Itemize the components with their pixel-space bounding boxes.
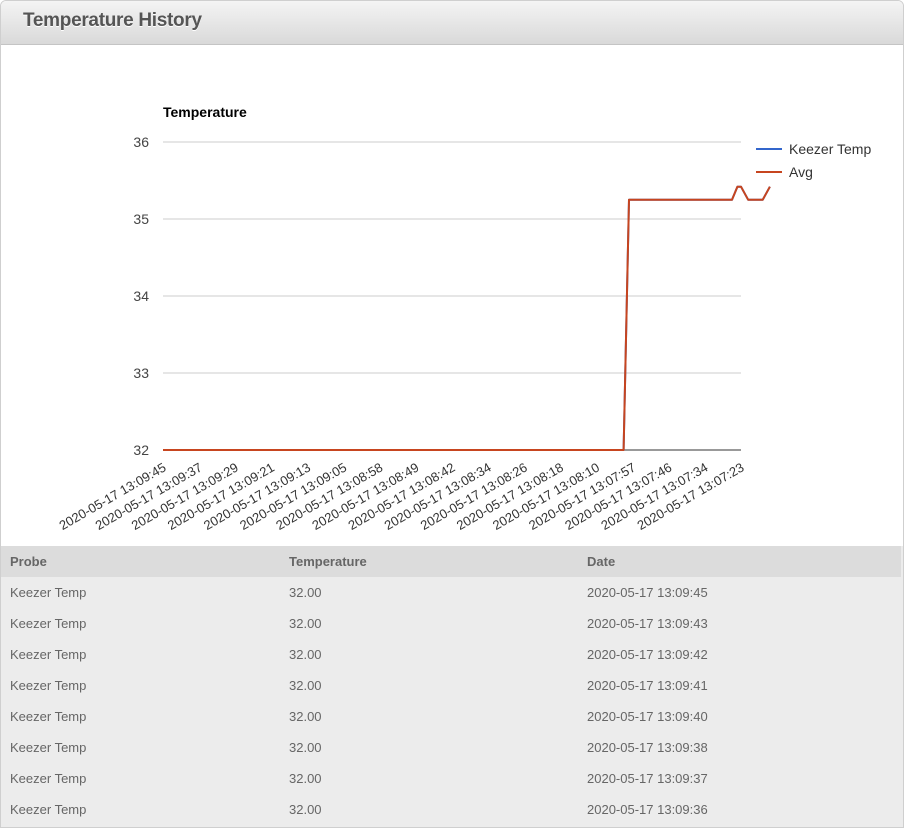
- panel-header: Temperature History: [1, 1, 903, 45]
- date-cell: 2020-05-17 13:09:40: [587, 709, 708, 724]
- probe-cell: Keezer Temp: [10, 678, 87, 693]
- table-row: Keezer Temp 32.00 2020-05-17 13:09:38: [1, 732, 901, 763]
- table-row: Keezer Temp 32.00 2020-05-17 13:09:43: [1, 608, 901, 639]
- legend-entry: Avg: [789, 164, 813, 180]
- date-cell: 2020-05-17 13:09:45: [587, 585, 708, 600]
- probe-cell: Keezer Temp: [10, 802, 87, 817]
- table-row: Keezer Temp 32.00 2020-05-17 13:09:37: [1, 763, 901, 794]
- chart-title: Temperature: [163, 104, 247, 120]
- y-tick-label: 33: [133, 365, 149, 381]
- temperature-cell: 32.00: [289, 771, 322, 786]
- temperature-cell: 32.00: [289, 802, 322, 817]
- temperature-chart: Temperature 32 33 34 35 36 2020-05-17 13:09:45…: [1, 46, 903, 546]
- table-row: Keezer Temp 32.00 2020-05-17 13:09:36: [1, 794, 901, 825]
- history-table-container: Probe Temperature Date Keezer Temp 32.00 2…: [1, 546, 903, 827]
- probe-cell: Keezer Temp: [10, 647, 87, 662]
- temperature-cell: 32.00: [289, 585, 322, 600]
- temperature-cell: 32.00: [289, 740, 322, 755]
- date-cell: 2020-05-17 13:09:38: [587, 740, 708, 755]
- table-header-row: Probe Temperature Date: [1, 546, 901, 577]
- y-tick-label: 32: [133, 442, 149, 458]
- date-cell: 2020-05-17 13:09:41: [587, 678, 708, 693]
- table-row: Keezer Temp 32.00 2020-05-17 13:09:41: [1, 670, 901, 701]
- temperature-cell: 32.00: [289, 616, 322, 631]
- table-row: Keezer Temp 32.00 2020-05-17 13:09:40: [1, 701, 901, 732]
- temperature-cell: 32.00: [289, 678, 322, 693]
- panel-title: Temperature History: [23, 10, 202, 31]
- table-row: Keezer Temp 32.00 2020-05-17 13:09:42: [1, 639, 901, 670]
- series-line-avg: [163, 185, 771, 451]
- date-cell: 2020-05-17 13:09:43: [587, 616, 708, 631]
- probe-cell: Keezer Temp: [10, 709, 87, 724]
- probe-cell: Keezer Temp: [10, 771, 87, 786]
- table-row: Keezer Temp 32.00 2020-05-17 13:09:45: [1, 577, 901, 608]
- y-tick-label: 36: [133, 134, 149, 150]
- probe-cell: Keezer Temp: [10, 616, 87, 631]
- series-line-keezer-temp: [163, 185, 771, 451]
- y-tick-label: 34: [133, 288, 149, 304]
- y-tick-label: 35: [133, 211, 149, 227]
- history-table: Probe Temperature Date Keezer Temp 32.00 2…: [1, 546, 901, 825]
- date-cell: 2020-05-17 13:09:37: [587, 771, 708, 786]
- date-cell: 2020-05-17 13:09:36: [587, 802, 708, 817]
- column-header-temperature[interactable]: Temperature: [289, 554, 367, 569]
- temperature-cell: 32.00: [289, 709, 322, 724]
- column-header-date[interactable]: Date: [587, 554, 616, 569]
- legend-entry: Keezer Temp: [789, 141, 871, 157]
- table-body: Keezer Temp 32.00 2020-05-17 13:09:45 Keeze…: [1, 577, 901, 825]
- column-header-probe[interactable]: Probe: [10, 554, 47, 569]
- temperature-cell: 32.00: [289, 647, 322, 662]
- probe-cell: Keezer Temp: [10, 740, 87, 755]
- date-cell: 2020-05-17 13:09:42: [587, 647, 708, 662]
- probe-cell: Keezer Temp: [10, 585, 87, 600]
